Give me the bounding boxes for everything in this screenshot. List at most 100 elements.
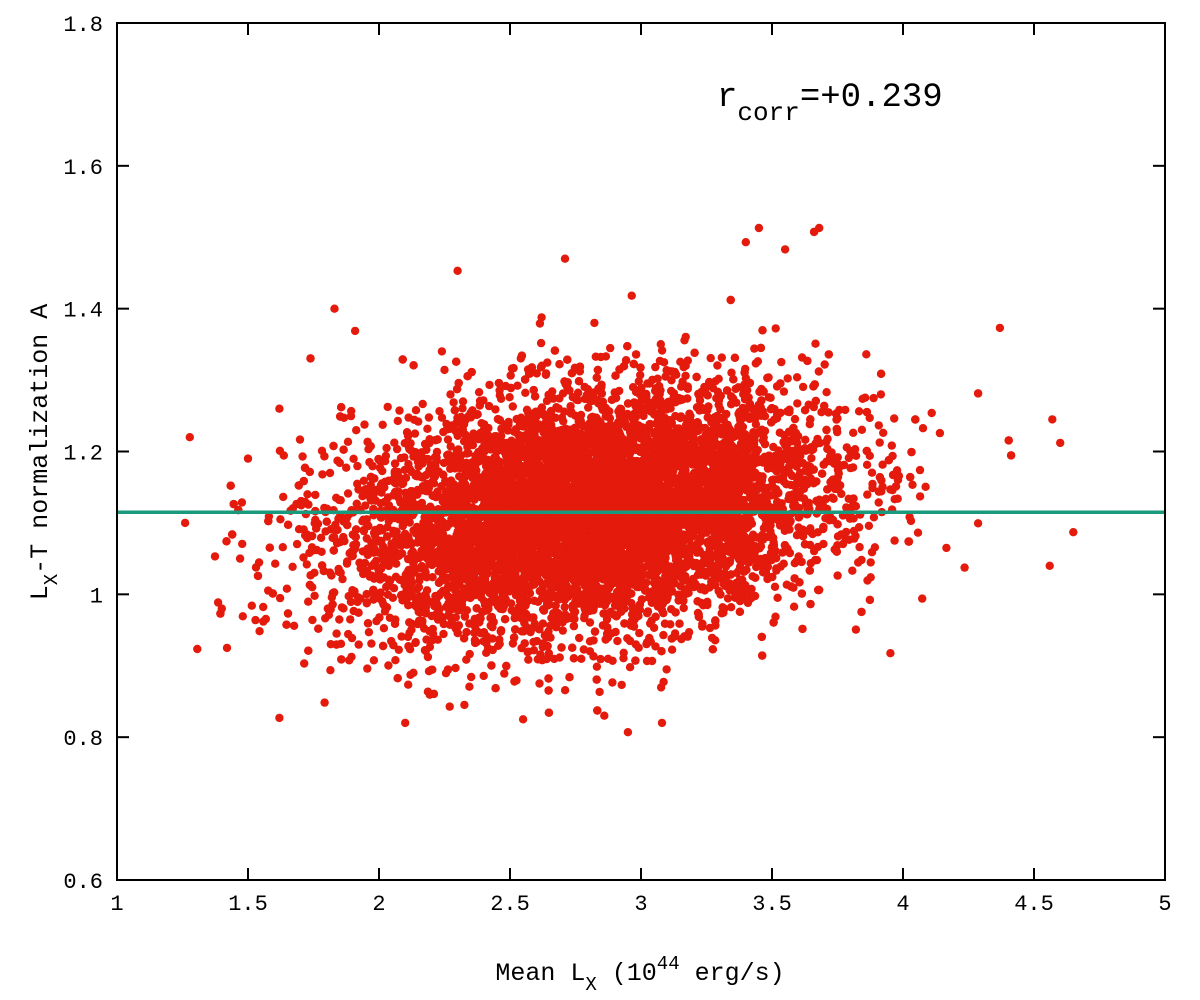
data-point [707, 633, 717, 643]
data-point [560, 686, 570, 695]
data-point [792, 462, 801, 471]
data-point [748, 572, 757, 581]
data-point [809, 546, 819, 556]
data-point [379, 624, 389, 633]
data-point [437, 413, 447, 422]
data-point [346, 615, 355, 624]
data-point [577, 654, 586, 663]
data-point [878, 460, 887, 469]
data-point [508, 402, 517, 411]
data-point [727, 368, 736, 377]
data-point [255, 627, 264, 636]
data-point [304, 597, 313, 606]
data-point [321, 614, 330, 623]
data-point [271, 559, 280, 568]
data-point [395, 406, 404, 415]
data-point [822, 388, 831, 397]
data-point [890, 536, 899, 545]
data-point [307, 543, 317, 552]
data-point [251, 615, 260, 625]
data-point [908, 480, 917, 489]
data-point [343, 437, 353, 446]
data-point [750, 344, 759, 353]
data-point [465, 682, 474, 691]
data-point [851, 625, 861, 634]
data-point [854, 407, 864, 416]
data-point [380, 607, 390, 616]
data-point [364, 628, 374, 637]
data-point [276, 515, 285, 524]
data-point [801, 435, 810, 444]
data-point [210, 552, 220, 561]
data-point [918, 594, 927, 603]
data-point [491, 405, 500, 414]
data-point [410, 429, 420, 438]
data-point [445, 702, 454, 711]
data-point [942, 543, 951, 553]
data-point [422, 635, 431, 644]
data-point [846, 463, 855, 473]
data-point [213, 598, 223, 607]
data-point [848, 566, 857, 575]
data-point [404, 680, 413, 689]
data-point [359, 476, 368, 485]
data-point [336, 496, 345, 505]
data-point [617, 680, 626, 690]
data-point [753, 357, 763, 366]
data-point [384, 661, 393, 670]
data-point [560, 602, 569, 612]
data-point [299, 553, 308, 562]
data-point [790, 414, 800, 424]
data-point [635, 628, 644, 638]
data-point [525, 589, 535, 598]
data-point [820, 360, 829, 369]
data-point [559, 417, 568, 426]
data-point [443, 435, 453, 444]
data-point [524, 655, 533, 664]
data-point [238, 539, 247, 549]
data-point [449, 398, 458, 407]
data-point [388, 593, 398, 602]
data-point [918, 424, 928, 433]
data-point [590, 318, 599, 328]
data-point [783, 374, 792, 383]
data-point [890, 414, 899, 423]
data-point [467, 672, 476, 682]
data-point [921, 482, 930, 491]
data-point [391, 656, 400, 665]
data-point [585, 637, 595, 646]
data-point [596, 654, 605, 664]
data-point [647, 656, 657, 666]
data-point [298, 452, 307, 461]
data-point [683, 356, 692, 365]
data-point [484, 401, 494, 411]
data-point [308, 615, 317, 625]
data-point [353, 461, 362, 471]
data-point [303, 490, 312, 499]
data-point [465, 649, 474, 659]
data-point [495, 386, 504, 395]
data-point [418, 399, 427, 409]
data-point [390, 438, 399, 447]
data-point [367, 639, 376, 648]
data-point [295, 435, 305, 444]
data-point [404, 413, 413, 422]
data-point [350, 326, 360, 336]
data-point [382, 443, 391, 453]
data-point [278, 543, 287, 552]
data-point [541, 369, 551, 378]
data-point [915, 492, 925, 501]
data-point [460, 700, 469, 710]
data-point [717, 353, 726, 362]
data-point [279, 492, 288, 502]
data-point [927, 408, 936, 418]
data-point [347, 633, 357, 643]
data-point [185, 433, 194, 442]
data-point [656, 340, 665, 349]
data-point [779, 387, 789, 396]
data-point [326, 666, 335, 675]
data-point [474, 388, 484, 397]
data-point [479, 671, 488, 681]
data-point [798, 382, 808, 392]
